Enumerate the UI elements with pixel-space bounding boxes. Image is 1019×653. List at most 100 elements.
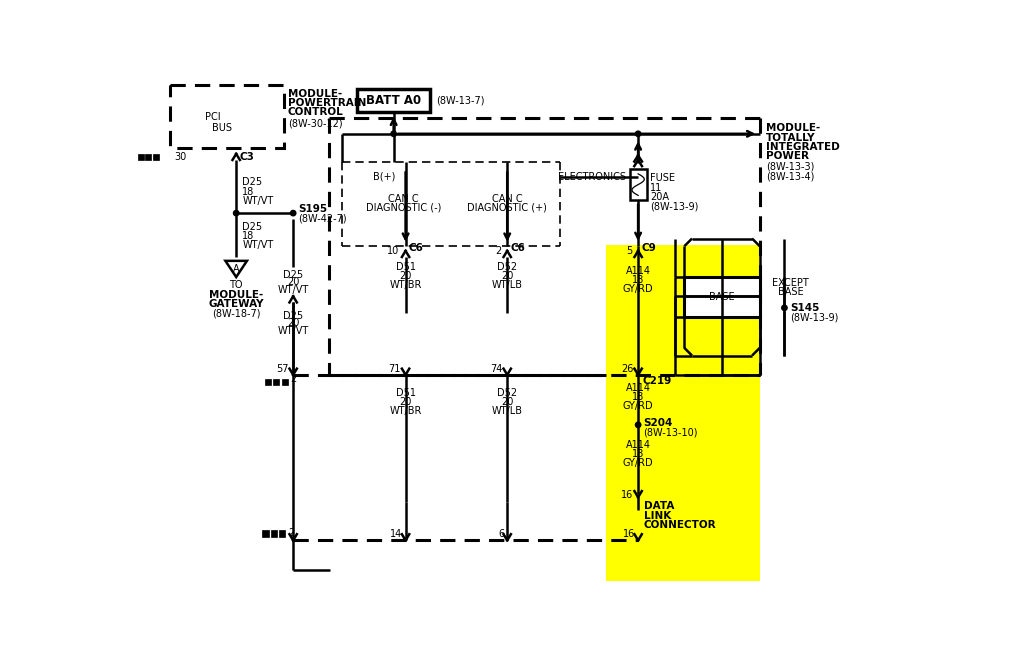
Text: D25: D25 [283,311,304,321]
Circle shape [636,422,641,428]
Text: 26: 26 [622,364,634,374]
Text: CONTROL: CONTROL [287,107,343,118]
Text: C3: C3 [239,152,254,162]
Text: WT/VT: WT/VT [277,285,309,295]
Text: 5: 5 [626,246,632,256]
Text: (8W-13-4): (8W-13-4) [766,171,814,181]
Text: CAN C: CAN C [492,194,523,204]
Text: D25: D25 [283,270,304,279]
Text: D51: D51 [395,262,416,272]
Bar [262,530,269,537]
Text: D52: D52 [497,262,518,272]
Text: GY/RD: GY/RD [623,402,653,411]
Bar [281,379,287,385]
Text: (8W-42-7): (8W-42-7) [298,214,346,223]
Bar [146,154,152,160]
Text: 2: 2 [495,246,501,256]
Text: WT/BR: WT/BR [389,406,422,416]
Text: GY/RD: GY/RD [623,458,653,468]
Text: 30: 30 [174,152,186,162]
Text: MODULE-: MODULE- [209,290,263,300]
Text: D25: D25 [243,222,263,232]
Text: 14: 14 [390,529,403,539]
Text: DIAGNOSTIC (+): DIAGNOSTIC (+) [468,202,547,213]
Text: C219: C219 [643,376,672,386]
Text: D52: D52 [497,387,518,398]
Bar [271,530,277,537]
Bar [265,379,271,385]
Text: GY/RD: GY/RD [623,284,653,295]
Text: (8W-13-3): (8W-13-3) [766,162,814,172]
Text: A114: A114 [626,440,650,450]
Text: A114: A114 [626,266,650,276]
Text: S195: S195 [298,204,327,214]
Text: (8W-13-10): (8W-13-10) [644,428,698,438]
Text: 16: 16 [623,529,635,539]
Text: TO: TO [229,281,243,291]
Text: 10: 10 [387,246,399,256]
Text: 2: 2 [290,374,297,384]
Text: TOTALLY: TOTALLY [766,133,815,142]
Text: (8W-18-7): (8W-18-7) [212,308,261,318]
Text: (8W-13-9): (8W-13-9) [650,201,699,211]
Bar [357,89,430,112]
Text: BASE: BASE [709,292,735,302]
Bar [273,379,279,385]
Bar [153,154,159,160]
Text: WT/LB: WT/LB [492,281,523,291]
Text: WT/LB: WT/LB [492,406,523,416]
Text: CONNECTOR: CONNECTOR [644,520,716,530]
Circle shape [391,131,396,136]
Text: 20: 20 [287,278,300,287]
Text: WT/BR: WT/BR [389,281,422,291]
Text: 18: 18 [243,187,255,197]
Text: 20: 20 [287,318,300,328]
Text: 20: 20 [501,397,514,407]
Text: (8W-13-7): (8W-13-7) [436,96,485,106]
Text: 20: 20 [399,271,412,281]
Text: 6: 6 [498,529,504,539]
Text: 11: 11 [650,183,662,193]
Circle shape [782,305,787,311]
Text: C6: C6 [511,243,525,253]
Text: BATT A0: BATT A0 [366,94,421,107]
Text: 18: 18 [632,392,644,402]
Text: EXCEPT: EXCEPT [772,278,809,288]
Text: LINK: LINK [644,511,671,520]
Text: GATEWAY: GATEWAY [209,299,264,309]
Bar [630,169,647,200]
Text: D25: D25 [243,178,263,187]
Text: 71: 71 [388,364,400,374]
Text: A: A [233,264,239,274]
Text: S145: S145 [790,303,819,313]
Text: BASE: BASE [777,287,803,297]
Text: (8W-13-9): (8W-13-9) [790,312,839,322]
Text: B(+): B(+) [373,172,395,182]
Text: 20A: 20A [650,192,669,202]
Text: WT/VT: WT/VT [277,326,309,336]
Text: POWER: POWER [766,151,809,161]
Bar [605,245,760,581]
Text: A114: A114 [626,383,650,393]
Text: 2: 2 [288,528,294,539]
Text: INTEGRATED: INTEGRATED [766,142,840,152]
Circle shape [290,210,296,215]
Text: 57: 57 [276,364,288,374]
Bar [138,154,144,160]
Text: D51: D51 [395,387,416,398]
Text: ELECTRONICS: ELECTRONICS [558,172,626,182]
Text: (8W-30-12): (8W-30-12) [287,118,342,128]
Text: C6: C6 [409,243,424,253]
Text: MODULE-: MODULE- [287,89,342,99]
Text: BUS: BUS [212,123,232,133]
Text: 16: 16 [622,490,634,500]
Text: 74: 74 [490,364,502,374]
Text: 18: 18 [243,231,255,241]
Text: DATA: DATA [644,501,674,511]
Text: 18: 18 [632,275,644,285]
Text: 20: 20 [501,271,514,281]
Text: C9: C9 [641,243,656,253]
Bar [279,530,285,537]
Text: WT/VT: WT/VT [243,196,273,206]
Text: FUSE: FUSE [650,174,676,183]
